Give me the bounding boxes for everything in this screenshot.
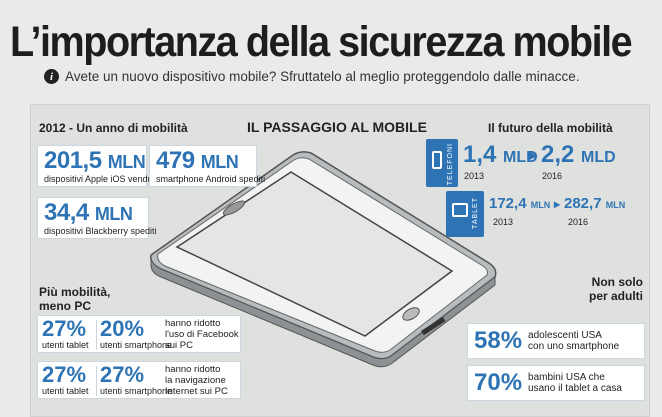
pct-tablet-caption: utenti tablet — [42, 386, 89, 396]
teens-pct: 58% — [474, 327, 523, 354]
adults-title: Non solo per adulti — [589, 275, 643, 303]
subtitle-row: i Avete un nuovo dispositivo mobile? Sfr… — [44, 69, 580, 84]
phones-label: TELEFONI — [447, 143, 454, 186]
tablets-from-value: 172,4 — [489, 195, 527, 212]
phones-from-year: 2013 — [464, 171, 485, 181]
tablets-to-year: 2016 — [568, 217, 589, 227]
future-title: Il futuro della mobilità — [488, 121, 613, 135]
phones-to-year: 2016 — [542, 171, 563, 181]
mobility-title-line2: meno PC — [39, 299, 92, 313]
phones-from: 1,4 MLD — [463, 141, 538, 169]
kids-desc: bambini USA che usano il tablet a casa — [528, 372, 622, 394]
phones-to-unit: MLD — [581, 149, 616, 166]
center-title: IL PASSAGGIO AL MOBILE — [247, 119, 427, 135]
stat-unit: MLN — [200, 152, 239, 172]
mobility-title: Più mobilità, meno PC — [39, 285, 110, 313]
pct-smartphone-caption: utenti smartphone — [100, 340, 173, 350]
phones-badge: TELEFONI — [426, 139, 458, 187]
phones-to: 2,2 MLD — [541, 141, 616, 169]
stat-android: 479 MLN smartphone Android spediti — [149, 145, 266, 187]
divider — [96, 320, 97, 350]
tablets-to-unit: MLN — [605, 200, 626, 210]
phones-arrow-icon: ▸ — [529, 147, 538, 164]
subtitle: Avete un nuovo dispositivo mobile? Sfrut… — [65, 69, 580, 84]
stat-unit: MLN — [94, 204, 133, 224]
mobility-row-2: 27% utenti tablet 27% utenti smartphone — [37, 361, 241, 399]
stat-caption: dispositivi Blackberry spediti — [44, 226, 157, 236]
tablets-from-unit: MLN — [530, 200, 551, 210]
tablets-from: 172,4 MLN — [489, 195, 550, 212]
tablets-label: TABLET — [472, 197, 479, 229]
mobility-note-1: hanno ridotto l'uso di Facebook sui PC — [165, 318, 239, 351]
page-title: L’importanza della sicurezza mobile — [10, 18, 633, 66]
stat-apple: 201,5 MLN dispositivi Apple iOS venduti — [37, 145, 158, 187]
pct-smartphone: 20% — [100, 316, 145, 341]
tablets-badge: TABLET — [446, 191, 484, 237]
tablets-to-value: 282,7 — [564, 195, 602, 212]
tablets-arrow-icon: ▸ — [554, 197, 561, 211]
phone-icon — [432, 151, 442, 169]
info-icon: i — [44, 69, 59, 84]
mobility-note-2: hanno ridotto la navigazione Internet su… — [165, 364, 228, 397]
smartphone-illustration — [149, 151, 497, 368]
stat-blackberry: 34,4 MLN dispositivi Blackberry spediti — [37, 197, 157, 239]
pct-smartphone: 27% — [100, 362, 145, 387]
phones-to-value: 2,2 — [541, 141, 575, 168]
kids-pct: 70% — [474, 369, 523, 396]
adults-stat-kids: 70% bambini USA che usano il tablet a ca… — [467, 365, 645, 401]
year-2012-title: 2012 - Un anno di mobilità — [39, 121, 188, 135]
phones-from-unit: MLD — [503, 149, 538, 166]
divider — [96, 366, 97, 396]
stat-caption: dispositivi Apple iOS venduti — [44, 174, 158, 184]
tablets-to: 282,7 MLN — [564, 195, 625, 212]
stat-caption: smartphone Android spediti — [156, 174, 266, 184]
pct-smartphone-caption: utenti smartphone — [100, 386, 173, 396]
phones-from-value: 1,4 — [463, 141, 497, 168]
mobility-title-line1: Più mobilità, — [39, 285, 111, 299]
tablets-from-year: 2013 — [493, 217, 514, 227]
infographic-panel: 2012 - Un anno di mobilità IL PASSAGGIO … — [30, 104, 650, 417]
pct-tablet: 27% — [42, 316, 87, 341]
teens-desc: adolescenti USA con uno smartphone — [528, 330, 620, 352]
adults-stat-teens: 58% adolescenti USA con uno smartphone — [467, 323, 645, 359]
adults-title-line1: Non solo — [591, 275, 643, 289]
mobility-row-1: 27% utenti tablet 20% utenti smartphone — [37, 315, 241, 353]
stat-value: 201,5 — [44, 147, 102, 174]
stat-value: 34,4 — [44, 199, 89, 226]
pct-tablet-caption: utenti tablet — [42, 340, 89, 350]
adults-title-line2: per adulti — [588, 289, 643, 303]
tablet-icon — [452, 203, 468, 217]
pct-tablet: 27% — [42, 362, 87, 387]
stat-unit: MLN — [107, 152, 146, 172]
stat-value: 479 — [156, 147, 195, 174]
